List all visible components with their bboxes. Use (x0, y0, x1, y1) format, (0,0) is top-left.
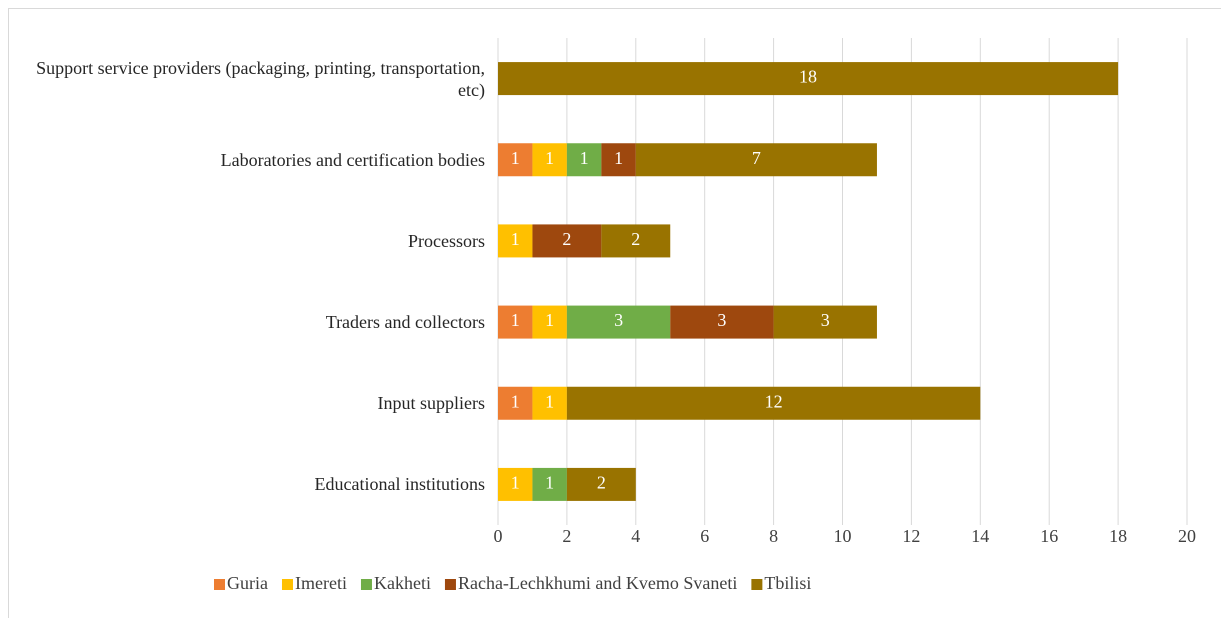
chart-border (8, 8, 1221, 618)
x-tick-label: 8 (769, 526, 778, 546)
bar-segment (532, 143, 567, 177)
data-label: 3 (821, 310, 830, 330)
x-tick-label: 12 (902, 526, 920, 546)
y-tick-label: Processors (408, 230, 485, 251)
data-label: 1 (511, 310, 520, 330)
legend-swatch (360, 579, 372, 590)
data-label: 1 (511, 391, 520, 411)
x-tick-label: 10 (834, 526, 852, 546)
x-tick-label: 0 (494, 526, 503, 546)
bar-segment (532, 305, 567, 339)
legend-label: Racha-Lechkhumi and Kvemo Svaneti (458, 573, 737, 593)
y-tick-label: Support service providers (packaging, pr… (36, 57, 485, 100)
x-tick-label: 14 (971, 526, 989, 546)
legend-swatch (444, 579, 456, 590)
bar-segment (773, 305, 877, 339)
bar-segment (532, 467, 567, 501)
bar-segment (532, 386, 567, 420)
bar-segment (532, 224, 602, 258)
data-label: 2 (597, 473, 606, 493)
data-label: 1 (545, 391, 554, 411)
legend-label: Kakheti (374, 573, 431, 593)
x-tick-label: 6 (700, 526, 709, 546)
data-label: 1 (511, 473, 520, 493)
data-label: 1 (545, 473, 554, 493)
bar-segment (601, 143, 636, 177)
data-label: 7 (752, 148, 761, 168)
legend-label: Guria (227, 573, 268, 593)
data-label: 1 (545, 148, 554, 168)
x-tick-label: 16 (1040, 526, 1058, 546)
bar-segment (601, 224, 671, 258)
data-label: 3 (717, 310, 726, 330)
data-label: 1 (511, 148, 520, 168)
legend-label: Imereti (295, 573, 347, 593)
y-tick-label: Educational institutions (314, 474, 485, 495)
bar-segment (566, 143, 602, 177)
data-label: 2 (562, 229, 571, 249)
bar-segment (498, 143, 533, 177)
data-label: 1 (614, 148, 623, 168)
y-tick-label: Input suppliers (377, 393, 486, 414)
legend-label: Tbilisi (764, 573, 811, 593)
legend-swatch (751, 579, 763, 590)
data-label: 1 (511, 229, 520, 249)
y-tick-label: Traders and collectors (325, 312, 485, 333)
bar-segment (566, 467, 636, 501)
data-label: 18 (799, 67, 817, 87)
bar-segment (498, 467, 533, 501)
bar-segment (498, 386, 533, 420)
bar-segment (670, 305, 774, 339)
bar-segment (566, 305, 671, 339)
bar-segment (498, 305, 533, 339)
data-label: 2 (631, 229, 640, 249)
data-label: 1 (580, 148, 589, 168)
bar-segment (635, 143, 877, 177)
data-label: 12 (765, 391, 783, 411)
bar-segment (498, 224, 533, 258)
bar-segment (566, 386, 981, 420)
x-tick-label: 18 (1109, 526, 1127, 546)
y-tick-label: Laboratories and certification bodies (220, 149, 485, 170)
legend-swatch (281, 579, 293, 590)
x-tick-label: 2 (562, 526, 571, 546)
data-label: 1 (545, 310, 554, 330)
x-tick-label: 4 (631, 526, 640, 546)
legend-swatch (214, 579, 225, 590)
data-label: 3 (614, 310, 623, 330)
bar-segment (498, 62, 1119, 96)
x-tick-label: 20 (1178, 526, 1196, 546)
